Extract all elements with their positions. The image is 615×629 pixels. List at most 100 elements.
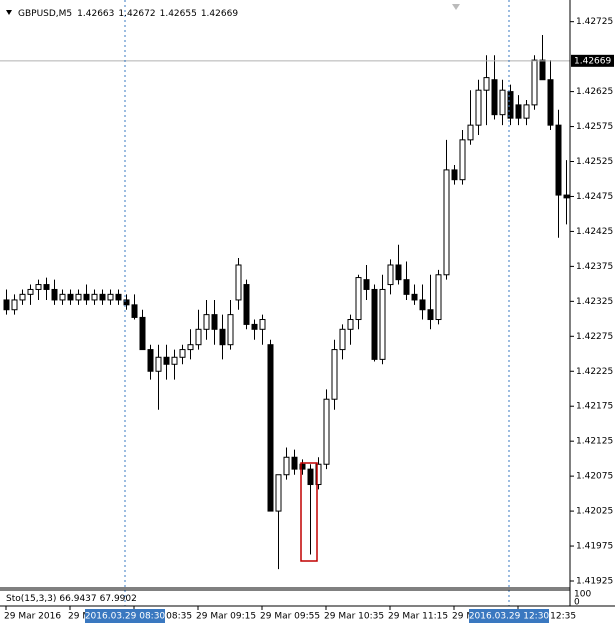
candle-body [75,293,82,301]
y-tick-label: 1.42275 [576,332,613,342]
y-tick-label: 1.42075 [576,472,613,482]
y-tick-label: 1.42525 [576,157,613,167]
candle-body [283,456,290,476]
y-tick-label: 1.42375 [576,262,613,272]
x-tick-label: 29 Mar 09:15 [196,612,256,622]
candle-body [539,59,546,81]
x-tick-label: 29 Mar 2016 [4,612,61,622]
candle-body [291,456,298,470]
candle-body [315,463,322,486]
symbol: GBPUSD,M5 [18,9,72,19]
candle-body [235,264,242,301]
candle-body [363,279,370,290]
candle-body [467,124,474,141]
candle-body [19,293,26,301]
candle-body [515,104,522,119]
candle-body [459,139,466,181]
candle-body [139,316,146,351]
y-tick-label: 1.42425 [576,227,613,237]
candle-body [475,89,482,126]
candle-body [131,304,138,318]
y-tick-label: 1.42025 [576,507,613,517]
x-tick-label: 29 Mar 10:35 [324,612,384,622]
candle-body [43,284,50,290]
candle-body [323,398,330,465]
candle-body [563,194,570,199]
candle-body [531,59,538,106]
crosshair-label: 2016.03.29 08:30 [85,612,166,622]
x-tick-label: 29 Mar 09:55 [260,612,320,622]
y-tick-label: 1.41925 [576,577,613,587]
close: 1.42669 [201,9,238,19]
y-tick-label: 1.42475 [576,192,613,202]
candle-body [51,288,58,301]
candle-body [203,314,210,330]
candle-body [227,314,234,346]
candle-body [11,299,18,311]
indicator-label: Sto(15,3,3) 66.9437 67.9902 [6,594,137,604]
candle-body [331,349,338,400]
header: GBPUSD,M5 1.42663 1.42672 1.42655 1.42669 [18,9,238,19]
candle-body [419,299,426,311]
candle-body [27,288,34,295]
candle-body [339,328,346,351]
candle-body [395,264,402,281]
y-tick-label: 1.42575 [576,122,613,132]
candle-body [451,169,458,181]
candle-body [403,279,410,295]
candle-body [483,77,490,91]
scroll-icon[interactable] [452,4,460,10]
candle-body [443,169,450,276]
indicator-value: 66.9437 [59,594,96,604]
candle-body [99,293,106,301]
candle-body [307,468,314,486]
candle-body [195,328,202,346]
candle-body [83,293,90,301]
candle-body [347,319,354,330]
indicator-level: 100 [574,590,591,600]
candle-body [171,356,178,365]
x-tick-label: 29 Mar 11:15 [388,612,448,622]
indicator-name: Sto(15,3,3) [6,594,56,604]
candle-body [275,474,282,512]
candle-body [355,277,362,321]
candle-body [91,293,98,301]
candle-body [411,293,418,301]
price-label: 1.42669 [574,56,611,66]
highlight-box [300,462,318,562]
candle-body [491,79,498,116]
candle-body [59,293,66,301]
candle-body [547,79,554,126]
candle-body [387,264,394,286]
y-tick-label: 1.42625 [576,87,613,97]
candle-body [299,463,306,470]
plot-area [0,34,570,570]
candle-body [379,288,386,360]
candle-body [435,274,442,321]
candle-body [243,284,250,325]
price-box [571,54,614,67]
menu-arrow[interactable] [6,10,12,15]
candle-body [187,344,194,351]
indicator-value: 67.9902 [100,594,137,604]
candle-body [3,299,10,311]
candle-body [147,349,154,372]
candle-body [499,89,506,116]
crosshair-box [469,609,549,623]
candle-body [163,356,170,365]
candle-body [507,91,514,119]
candle-body [219,328,226,346]
candle-body [259,319,266,330]
crosshair-label: 2016.03.29 12:30 [469,612,550,622]
y-tick-label: 1.42325 [576,297,613,307]
indicator-level: 0 [574,598,580,608]
candle-body [427,309,434,321]
candle-body [35,284,42,290]
crosshair-box [85,609,165,623]
y-tick-label: 1.42125 [576,437,613,447]
low: 1.42655 [160,9,197,19]
candle-body [67,293,74,301]
candle-body [523,104,530,119]
candle-body [267,344,274,512]
open: 1.42663 [77,9,114,19]
